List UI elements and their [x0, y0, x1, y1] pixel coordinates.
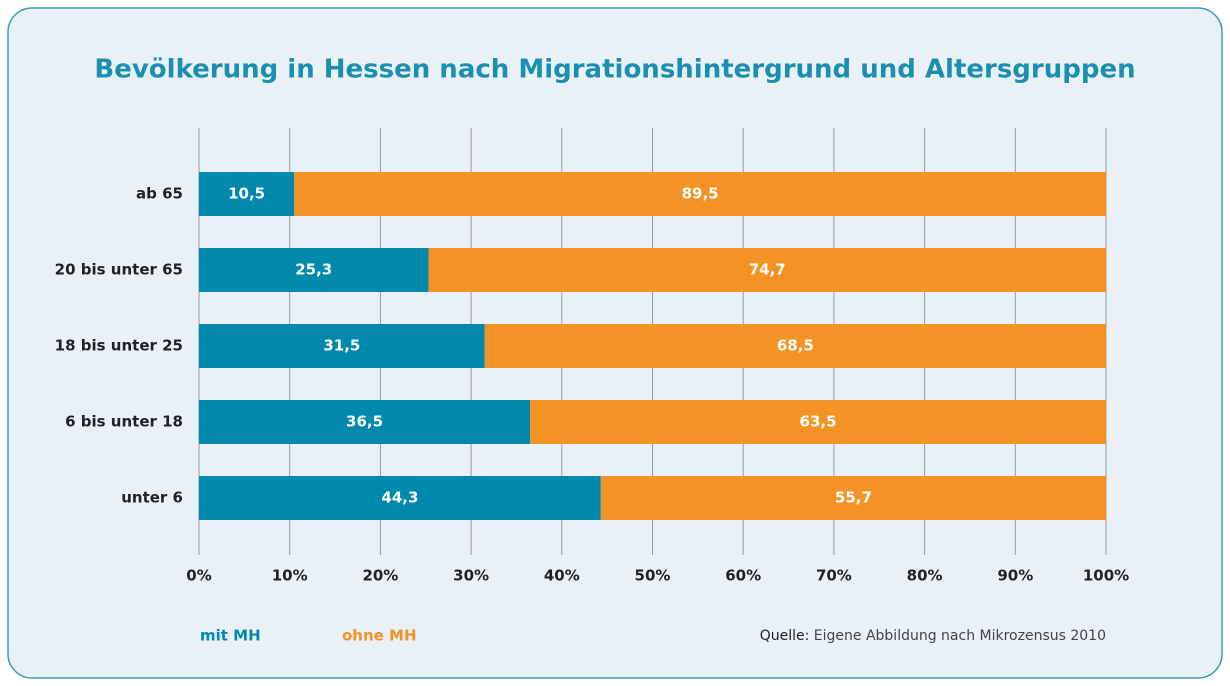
bar-segment: [199, 476, 601, 520]
data-label: 31,5: [323, 337, 360, 355]
data-label: 44,3: [381, 489, 418, 507]
bar-segment: [530, 400, 1106, 444]
x-tick-label: 80%: [907, 567, 943, 585]
legend-label: ohne MH: [342, 627, 417, 645]
source-label: Quelle:: [760, 628, 810, 644]
data-label: 55,7: [835, 489, 872, 507]
bar-segment: [600, 476, 1106, 520]
y-tick-label: 18 bis unter 25: [55, 337, 183, 355]
x-tick-label: 0%: [186, 567, 211, 585]
source: Quelle: Eigene Abbildung nach Mikrozensu…: [760, 628, 1106, 644]
x-tick-label: 50%: [635, 567, 671, 585]
bar-segment: [294, 172, 1106, 216]
bar-segment: [199, 324, 485, 368]
y-tick-label: 20 bis unter 65: [55, 261, 183, 279]
data-label: 10,5: [228, 185, 265, 203]
bar-segment: [484, 324, 1107, 368]
bar-segment: [199, 400, 531, 444]
x-tick-label: 20%: [362, 567, 398, 585]
data-label: 68,5: [777, 337, 814, 355]
y-tick-label: ab 65: [136, 185, 183, 203]
source-text: Eigene Abbildung nach Mikrozensus 2010: [814, 628, 1106, 644]
x-tick-label: 90%: [997, 567, 1033, 585]
bar-segment: [199, 172, 295, 216]
data-label: 63,5: [800, 413, 837, 431]
legend-label: mit MH: [200, 627, 261, 645]
x-tick-label: 40%: [544, 567, 580, 585]
bar-segment: [428, 248, 1106, 292]
x-tick-label: 70%: [816, 567, 852, 585]
x-tick-label: 30%: [453, 567, 489, 585]
y-tick-label: unter 6: [121, 489, 183, 507]
data-label: 89,5: [682, 185, 719, 203]
data-label: 36,5: [346, 413, 383, 431]
data-label: 25,3: [295, 261, 332, 279]
x-tick-label: 60%: [725, 567, 761, 585]
x-tick-label: 10%: [272, 567, 308, 585]
y-tick-label: 6 bis unter 18: [65, 413, 183, 431]
chart-title: Bevölkerung in Hessen nach Migrationshin…: [94, 55, 1135, 85]
x-tick-label: 100%: [1083, 567, 1129, 585]
data-label: 74,7: [749, 261, 786, 279]
bar-segment: [199, 248, 429, 292]
